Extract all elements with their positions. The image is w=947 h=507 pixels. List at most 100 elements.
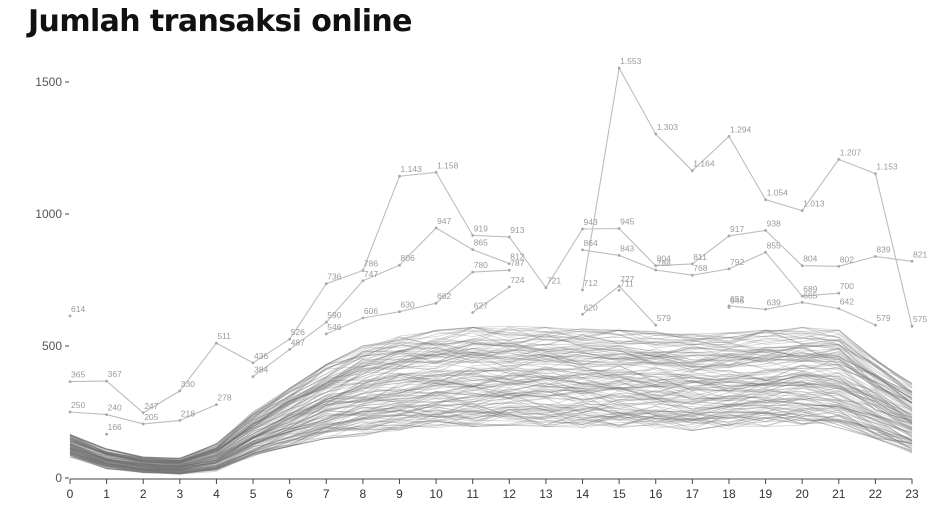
series-point xyxy=(874,255,877,258)
background-series-line xyxy=(69,344,913,462)
series-point xyxy=(800,301,804,304)
series-point xyxy=(471,234,475,237)
point-label: 947 xyxy=(437,216,451,226)
x-tick-label: 0 xyxy=(67,487,74,501)
background-series-line xyxy=(69,397,913,472)
series-point xyxy=(581,248,584,252)
background-series-line xyxy=(69,412,913,475)
series-point xyxy=(251,375,255,378)
background-series-line xyxy=(69,343,913,464)
background-series-line xyxy=(69,327,913,460)
series-point xyxy=(727,135,731,138)
background-series-line xyxy=(69,340,913,463)
series-point xyxy=(690,262,694,266)
series-point xyxy=(324,282,328,286)
background-series-line xyxy=(69,409,913,471)
point-label: 526 xyxy=(291,327,305,337)
series-point xyxy=(617,227,621,230)
background-series-line xyxy=(69,352,913,466)
point-label: 330 xyxy=(181,379,195,389)
background-series-line xyxy=(69,329,913,462)
background-series-line xyxy=(69,367,913,466)
x-tick-label: 7 xyxy=(323,487,330,501)
point-label: 278 xyxy=(217,393,231,403)
background-series-line xyxy=(69,327,913,462)
y-tick-label: 500 xyxy=(42,339,62,353)
point-label: 1.013 xyxy=(803,199,825,209)
background-series-line xyxy=(69,390,913,472)
background-series-line xyxy=(69,350,913,464)
point-label: 590 xyxy=(327,310,341,320)
point-label: 802 xyxy=(840,254,854,264)
background-series-line xyxy=(69,388,913,470)
point-label: 646 xyxy=(730,296,744,306)
highlight-series-group xyxy=(68,66,914,436)
background-series-line xyxy=(69,346,913,463)
series-point xyxy=(288,337,292,341)
series-point xyxy=(361,316,365,320)
series-point xyxy=(764,229,767,232)
point-label: 804 xyxy=(657,254,671,264)
x-tick-label: 2 xyxy=(140,487,147,501)
series-point xyxy=(251,361,255,365)
point-label: 736 xyxy=(327,272,341,282)
background-series-line xyxy=(69,348,913,463)
background-series-line xyxy=(69,327,913,459)
background-series-line xyxy=(69,409,913,475)
background-series-line xyxy=(69,355,913,464)
background-series-line xyxy=(69,382,913,470)
series-point xyxy=(68,380,72,383)
x-tick-label: 19 xyxy=(759,487,773,501)
background-series-line xyxy=(69,348,913,465)
series-point xyxy=(178,419,182,422)
point-label: 1.054 xyxy=(767,188,789,198)
series-point xyxy=(507,285,511,289)
x-tick-label: 10 xyxy=(429,487,443,501)
point-label: 1.143 xyxy=(401,164,423,174)
background-series-line xyxy=(69,387,913,471)
series-point xyxy=(800,294,804,298)
series-point xyxy=(874,172,877,176)
series-point xyxy=(105,413,108,416)
point-label: 614 xyxy=(71,304,85,314)
background-series-line xyxy=(69,373,913,468)
series-point xyxy=(581,288,584,292)
background-series-line xyxy=(69,390,913,471)
series-point xyxy=(690,169,694,173)
series-point xyxy=(800,264,804,268)
point-label: 639 xyxy=(767,297,781,307)
x-tick-label: 5 xyxy=(250,487,257,501)
background-series-line xyxy=(69,334,913,461)
background-series-line xyxy=(69,405,913,473)
background-series-line xyxy=(69,345,913,463)
point-label: 804 xyxy=(803,254,817,264)
background-series-line xyxy=(69,373,913,467)
point-label: 511 xyxy=(217,331,231,341)
series-point xyxy=(544,286,548,290)
point-label: 205 xyxy=(144,412,158,422)
background-series-line xyxy=(69,365,913,467)
background-series-line xyxy=(69,404,913,473)
background-series-line xyxy=(69,350,913,463)
background-series-line xyxy=(69,378,913,469)
series-point xyxy=(434,170,438,174)
background-series-line xyxy=(69,397,913,473)
point-label: 247 xyxy=(144,401,158,411)
point-label: 250 xyxy=(71,400,85,410)
point-label: 1.153 xyxy=(876,162,898,172)
background-series-line xyxy=(69,332,913,461)
background-series-line xyxy=(69,401,913,472)
point-label: 487 xyxy=(291,337,305,347)
background-series-line xyxy=(69,386,913,470)
background-series-line xyxy=(69,413,913,475)
background-series-line xyxy=(69,369,913,468)
background-series-line xyxy=(69,344,913,464)
background-series-line xyxy=(69,327,913,460)
background-series-line xyxy=(69,342,913,461)
x-tick-label: 16 xyxy=(649,487,663,501)
background-series-line xyxy=(69,385,913,469)
background-series-line xyxy=(69,325,913,459)
series-point xyxy=(617,66,621,70)
background-series-line xyxy=(69,334,913,462)
series-point xyxy=(288,348,292,351)
